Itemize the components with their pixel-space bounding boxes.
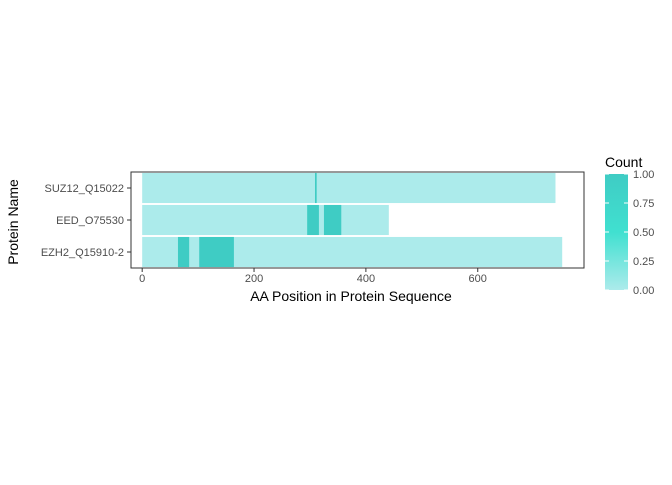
y-tick-label: EED_O75530 (56, 215, 124, 227)
heatmap-tile-1-0 (142, 204, 389, 236)
heatmap-tile-0-0 (142, 172, 556, 204)
x-tick-label: 600 (469, 273, 487, 285)
legend-label: 0.25 (633, 256, 654, 268)
y-axis-title: Protein Name (5, 179, 21, 265)
x-axis-title: AA Position in Protein Sequence (250, 288, 452, 304)
heatmap-tile-1-1 (307, 204, 319, 236)
y-tick-label: EZH2_Q15910-2 (41, 247, 124, 259)
legend-label: 1.00 (633, 169, 654, 181)
heatmap-tile-0-1 (314, 172, 317, 204)
heatmap-tile-2-2 (199, 236, 234, 268)
heatmap-tile-1-2 (323, 204, 342, 236)
axes: 0 200 400 600 SUZ12_Q15022 EED_O75530 EZH2_Q15… (41, 171, 585, 285)
legend-colorbar (605, 174, 628, 290)
x-tick-label: 200 (245, 273, 263, 285)
legend-label: 0.50 (633, 227, 654, 239)
y-tick-label: SUZ12_Q15022 (45, 183, 125, 195)
x-tick-label: 400 (357, 273, 375, 285)
legend-label: 0.00 (633, 285, 654, 297)
legend-label: 0.75 (633, 198, 654, 210)
heatmap-tile-2-1 (177, 236, 190, 268)
plot-area (142, 172, 563, 268)
x-tick-label: 0 (139, 273, 145, 285)
legend: Count 1.00 0.75 0.50 0.25 0.00 (605, 154, 654, 297)
legend-title: Count (605, 154, 642, 170)
